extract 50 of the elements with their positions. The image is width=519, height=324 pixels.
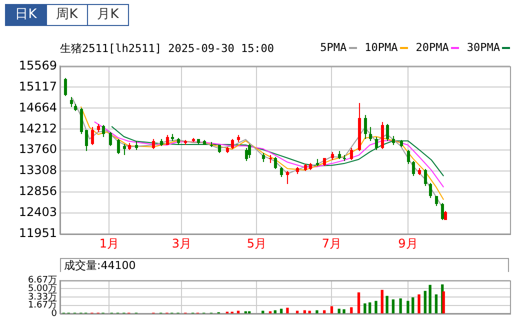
bar [323,310,326,314]
bar [280,308,283,314]
bar [274,310,276,314]
legend-label: 30PMA [466,41,501,54]
bar [380,290,384,314]
bar [434,294,438,314]
y-tick-label: 14664 [18,100,57,114]
bar [442,291,445,314]
x-tick-label: 1月 [99,236,119,250]
y-tick-label: 14212 [18,121,57,136]
y-tick-label: 1.67万 [28,300,57,311]
bar [303,310,306,314]
x-tick-label: 3月 [172,236,192,250]
y-tick-label: 12403 [18,205,57,220]
bar [342,309,346,314]
legend-label: 5PMA [320,41,348,54]
x-tick-label: 7月 [322,236,342,250]
bar [364,303,366,314]
y-tick-label: 0 [51,308,58,319]
bar [406,300,410,314]
y-tick-label: 13760 [18,142,57,156]
y-tick-label: 12856 [18,184,57,198]
y-tick-label: 13308 [18,163,57,178]
bar [418,294,420,314]
bar [424,290,426,314]
legend-label: 10PMA [364,41,399,54]
x-tick-label: 9月 [398,236,418,250]
y-tick-label: 15117 [18,79,57,94]
bar [357,292,360,314]
bar [350,307,353,314]
chart-title: 成交量:44100 [60,258,509,272]
x-tick-label: 5月 [246,236,267,250]
text: 月K [87,5,128,25]
bar [399,298,402,314]
bar [374,300,378,314]
text: 日K [6,5,46,25]
chart-title: 生猪2511[lh2511] 2025-09-30 15:00 [60,41,274,56]
bar [392,299,395,314]
bar [338,308,340,314]
bar [316,310,318,314]
bar [412,297,414,314]
bar [368,302,372,314]
bar [428,284,432,314]
y-tick-label: 11951 [18,226,57,240]
legend-label: 20PMA [416,41,450,54]
text: 周K [46,5,87,25]
y-tick-label: 15569 [18,58,57,72]
bar [286,308,289,314]
bar [330,306,334,314]
bar [386,296,388,314]
